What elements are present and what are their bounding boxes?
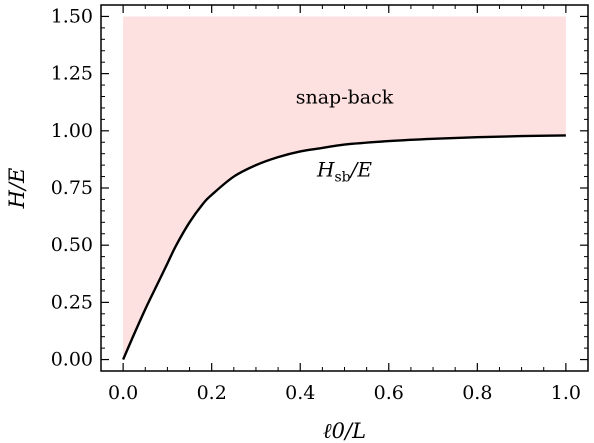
x-axis-label: ℓ0/L xyxy=(323,419,366,443)
x-tick-label: 0.8 xyxy=(462,382,492,404)
y-tick-label: 0.50 xyxy=(51,234,93,256)
x-tick-label: 0.4 xyxy=(285,382,315,404)
y-tick-label: 1.50 xyxy=(51,5,93,27)
y-tick-label: 1.00 xyxy=(51,120,93,142)
snap-back-region xyxy=(123,16,566,360)
snap-back-region-layer xyxy=(123,16,566,360)
y-tick-label: 1.25 xyxy=(51,63,93,85)
y-tick-label: 0.00 xyxy=(51,349,93,371)
x-tick-label: 0.2 xyxy=(197,382,227,404)
tick-layer: 0.0 0.2 0.4 0.6 0.8 1.0 0.00 0.25 0.50 0.75 1.00 1.… xyxy=(51,4,589,404)
y-axis-label: H/E xyxy=(5,168,29,210)
y-tick-label: 0.25 xyxy=(51,291,93,313)
curve-layer xyxy=(122,134,566,361)
h-sb-curve xyxy=(122,134,566,361)
label-layer: ℓ0/L H/E snap-back Hsb/E xyxy=(5,86,394,443)
snap-back-annotation: snap-back xyxy=(296,86,394,108)
x-tick-label: 1.0 xyxy=(551,382,581,404)
h-sb-annotation: Hsb/E xyxy=(316,158,372,186)
x-tick-label: 0.0 xyxy=(108,382,138,404)
x-tick-label: 0.6 xyxy=(374,382,404,404)
y-tick-label: 0.75 xyxy=(51,177,93,199)
